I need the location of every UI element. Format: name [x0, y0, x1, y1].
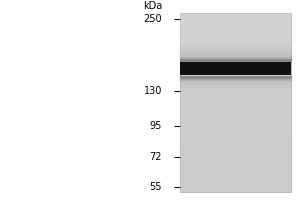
Text: 250: 250 [143, 14, 162, 24]
Bar [180, 183, 291, 192]
Bar [180, 13, 291, 22]
Bar [180, 103, 291, 112]
Bar [180, 174, 291, 183]
Bar [180, 40, 291, 49]
Bar [180, 76, 291, 85]
Bar [180, 94, 291, 103]
Bar [180, 139, 291, 147]
Text: kDa: kDa [143, 1, 162, 11]
Bar [180, 165, 291, 174]
Bar [180, 147, 291, 156]
Text: 95: 95 [150, 121, 162, 131]
Bar [180, 67, 291, 76]
Bar [180, 31, 291, 40]
Bar [180, 85, 291, 94]
Text: 130: 130 [144, 86, 162, 96]
Bar [180, 22, 291, 31]
Bar [180, 121, 291, 130]
Text: 72: 72 [149, 152, 162, 162]
Bar [180, 156, 291, 165]
Bar [180, 13, 291, 192]
Bar [180, 62, 291, 75]
Bar [180, 112, 291, 121]
Bar [180, 130, 291, 139]
Bar [180, 58, 291, 67]
Bar [180, 49, 291, 58]
Text: 55: 55 [149, 182, 162, 192]
Bar [180, 13, 291, 44]
